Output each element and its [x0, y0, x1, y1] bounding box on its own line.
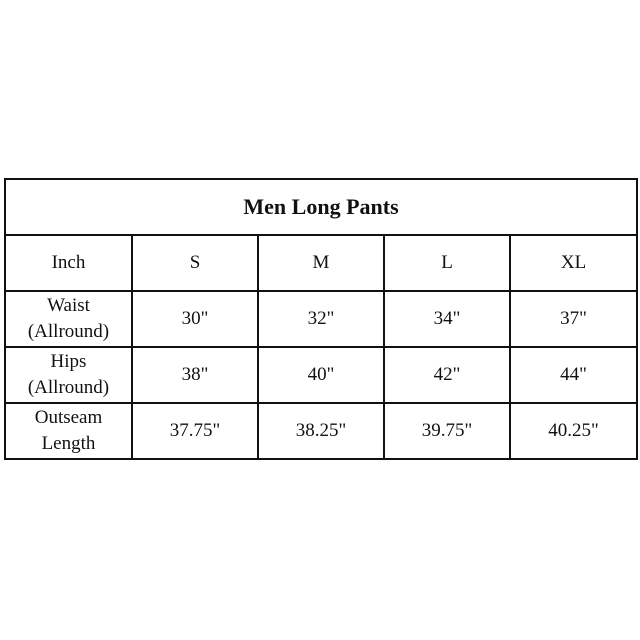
table-row-outseam: Outseam Length 37.75" 38.25" 39.75" 40.25… [4, 402, 639, 460]
header-row: Inch S M L XL [4, 234, 639, 292]
header-unit: Inch [4, 234, 133, 292]
cell: 32" [257, 290, 385, 348]
cell: 39.75" [383, 402, 511, 460]
cell: 38.25" [257, 402, 385, 460]
header-size-xl: XL [508, 234, 639, 292]
row-label: Hips (Allround) [4, 346, 133, 404]
table-row-waist: Waist (Allround) 30" 32" 34" 37" [4, 290, 639, 348]
cell: 40.25" [508, 402, 639, 460]
cell: 37.75" [131, 402, 259, 460]
cell: 42" [383, 346, 511, 404]
header-size-l: L [383, 234, 511, 292]
table-row-hips: Hips (Allround) 38" 40" 42" 44" [4, 346, 639, 404]
row-label: Outseam Length [4, 402, 133, 460]
header-size-s: S [131, 234, 259, 292]
row-label: Waist (Allround) [4, 290, 133, 348]
cell: 38" [131, 346, 259, 404]
cell: 34" [383, 290, 511, 348]
header-size-m: M [257, 234, 385, 292]
cell: 40" [257, 346, 385, 404]
size-chart-table: Men Long Pants Inch S M L XL Waist (Allro… [3, 178, 639, 460]
table-title: Men Long Pants [3, 178, 639, 236]
cell: 30" [131, 290, 259, 348]
cell: 37" [508, 290, 639, 348]
cell: 44" [508, 346, 639, 404]
